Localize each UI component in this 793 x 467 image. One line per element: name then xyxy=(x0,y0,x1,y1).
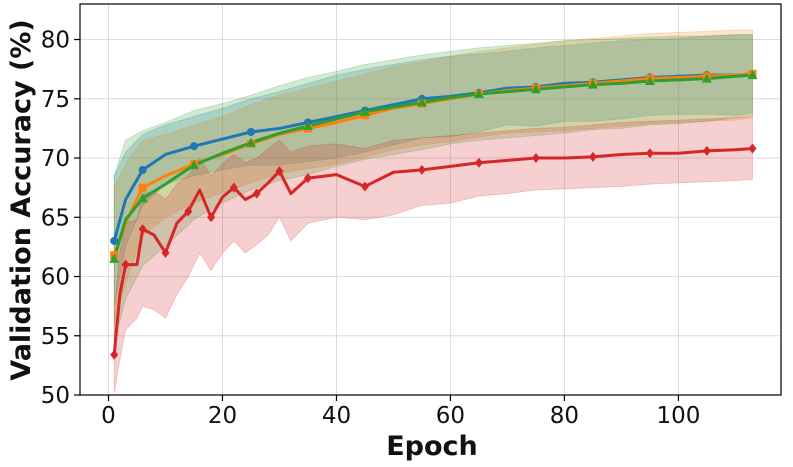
confidence-band xyxy=(113,29,753,325)
confidence-band xyxy=(113,116,753,393)
y-tick-label: 65 xyxy=(41,205,70,231)
y-tick-label: 70 xyxy=(41,146,70,172)
data-point xyxy=(531,153,540,164)
x-tick-label: 0 xyxy=(101,403,116,429)
y-axis-title: Validation Accuracy (%) xyxy=(6,19,37,380)
x-tick-label: 80 xyxy=(550,403,579,429)
data-point xyxy=(359,106,370,116)
data-point xyxy=(138,224,147,235)
data-point xyxy=(121,259,130,270)
data-point xyxy=(137,193,148,203)
data-point xyxy=(303,173,312,184)
confidence-band xyxy=(113,34,753,307)
data-point xyxy=(747,70,758,80)
y-tick-label: 55 xyxy=(41,324,70,350)
x-tick-label: 100 xyxy=(656,403,700,429)
data-point xyxy=(644,76,655,86)
data-point xyxy=(207,212,216,223)
plot-frame xyxy=(79,3,782,396)
data-point xyxy=(645,148,654,159)
data-point xyxy=(473,89,484,99)
x-axis-ticks: 0 20 40 60 80 100 xyxy=(101,395,700,429)
data-point xyxy=(110,349,119,360)
data-point xyxy=(188,160,199,170)
x-tick-label: 60 xyxy=(436,403,465,429)
x-axis-title: Epoch xyxy=(386,431,478,462)
y-tick-label: 75 xyxy=(41,87,70,113)
data-point xyxy=(702,145,711,156)
x-tick-label: 20 xyxy=(208,403,237,429)
data-point xyxy=(138,183,147,192)
y-tick-label: 50 xyxy=(41,383,70,409)
y-axis-ticks: 50 55 60 65 70 75 80 xyxy=(41,28,80,409)
data-point xyxy=(474,157,483,168)
data-point xyxy=(246,127,255,136)
series-markers xyxy=(109,69,758,360)
data-point xyxy=(302,121,313,131)
data-point xyxy=(184,206,193,217)
data-point xyxy=(416,97,427,107)
data-point xyxy=(252,188,261,199)
data-point xyxy=(417,164,426,175)
data-point xyxy=(189,142,198,151)
data-point xyxy=(229,182,238,193)
data-point xyxy=(701,73,712,83)
data-point xyxy=(161,247,170,258)
data-point xyxy=(138,165,147,174)
data-point xyxy=(360,181,369,192)
y-tick-label: 60 xyxy=(41,265,70,291)
data-point xyxy=(530,84,541,94)
confidence-band xyxy=(113,34,753,342)
data-point xyxy=(588,151,597,162)
data-point xyxy=(275,166,284,177)
data-point xyxy=(245,137,256,147)
confidence-bands xyxy=(113,29,753,393)
data-point xyxy=(110,236,119,245)
y-tick-label: 80 xyxy=(41,28,70,54)
series-line xyxy=(112,147,755,357)
x-tick-label: 40 xyxy=(322,403,351,429)
data-point xyxy=(748,143,757,154)
data-point xyxy=(587,79,598,89)
data-point xyxy=(109,253,120,263)
